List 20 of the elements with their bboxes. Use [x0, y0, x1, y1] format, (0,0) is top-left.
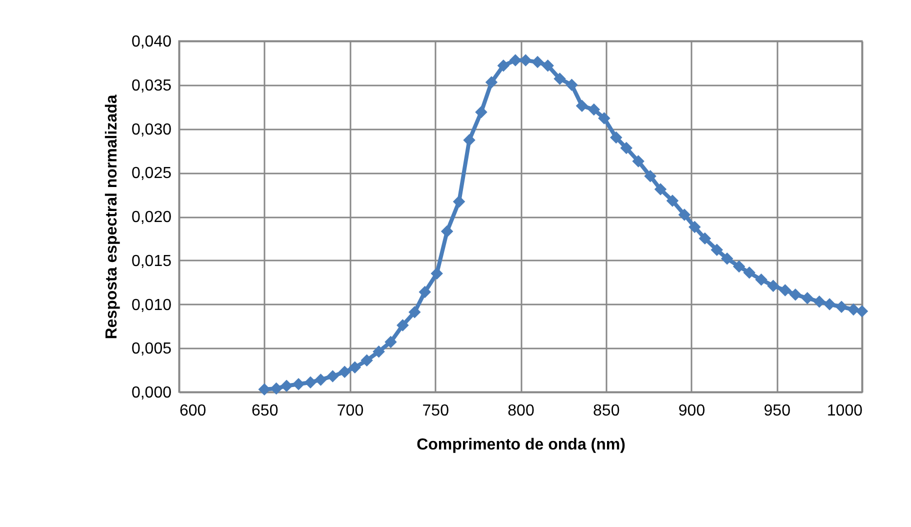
y-tick-label: 0,010 — [131, 296, 172, 314]
y-tick-label: 0,000 — [131, 384, 172, 402]
y-tick-label: 0,040 — [131, 34, 172, 50]
y-tick-label: 0,025 — [131, 165, 172, 182]
x-tick-label: 650 — [252, 402, 278, 420]
x-tick-label: 800 — [508, 402, 534, 420]
y-tick-label: 0,020 — [131, 209, 172, 226]
x-tick-label: 950 — [764, 402, 791, 420]
y-tick-label: 0,035 — [131, 77, 172, 94]
y-axis-title: Resposta espectral normalizada — [103, 94, 120, 340]
y-tick-label: 0,030 — [131, 121, 172, 138]
x-tick-label: 600 — [180, 402, 206, 420]
y-tick-label: 0,005 — [131, 340, 172, 358]
x-tick-label: 700 — [336, 402, 364, 420]
y-tick-label: 0,015 — [131, 252, 172, 270]
x-axis-title: Comprimento de onda (nm) — [416, 436, 626, 454]
x-tick-label: 750 — [422, 402, 450, 420]
x-tick-label: 900 — [678, 402, 706, 420]
x-tick-label: 850 — [593, 402, 620, 420]
x-tick-label: 1000 — [826, 402, 863, 420]
